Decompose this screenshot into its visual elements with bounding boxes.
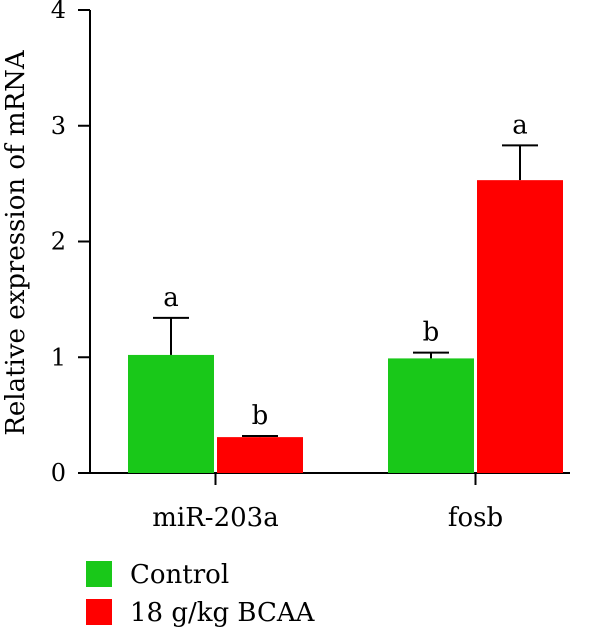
bars-group: a b b a	[128, 110, 563, 473]
legend: Control 18 g/kg BCAA	[86, 560, 316, 628]
legend-label-1: 18 g/kg BCAA	[130, 598, 316, 628]
bar-1-0	[217, 437, 303, 473]
y-tick-label-3: 3	[51, 112, 66, 140]
legend-swatch-1	[86, 599, 112, 625]
significance-label-0-1: b	[423, 318, 440, 348]
x-axis: miR-203a fosb	[90, 472, 570, 533]
y-tick-label-1: 1	[51, 343, 66, 371]
significance-label-1-0: b	[252, 401, 269, 431]
bar-0-0	[128, 354, 214, 473]
bar-0-1	[388, 358, 474, 473]
bar-1-1	[477, 180, 563, 473]
legend-swatch-0	[86, 561, 112, 587]
y-tick-label-0: 0	[51, 459, 66, 487]
significance-label-1-1: a	[512, 110, 528, 140]
y-axis-label: Relative expression of mRNA	[1, 49, 31, 436]
y-tick-label-2: 2	[51, 228, 66, 256]
x-tick-label-0: miR-203a	[152, 503, 278, 533]
legend-label-0: Control	[130, 560, 229, 590]
significance-label-0-0: a	[163, 283, 179, 313]
y-axis: 0 1 2 3 4	[51, 0, 91, 487]
x-tick-label-1: fosb	[448, 503, 503, 533]
y-tick-label-4: 4	[51, 0, 66, 24]
